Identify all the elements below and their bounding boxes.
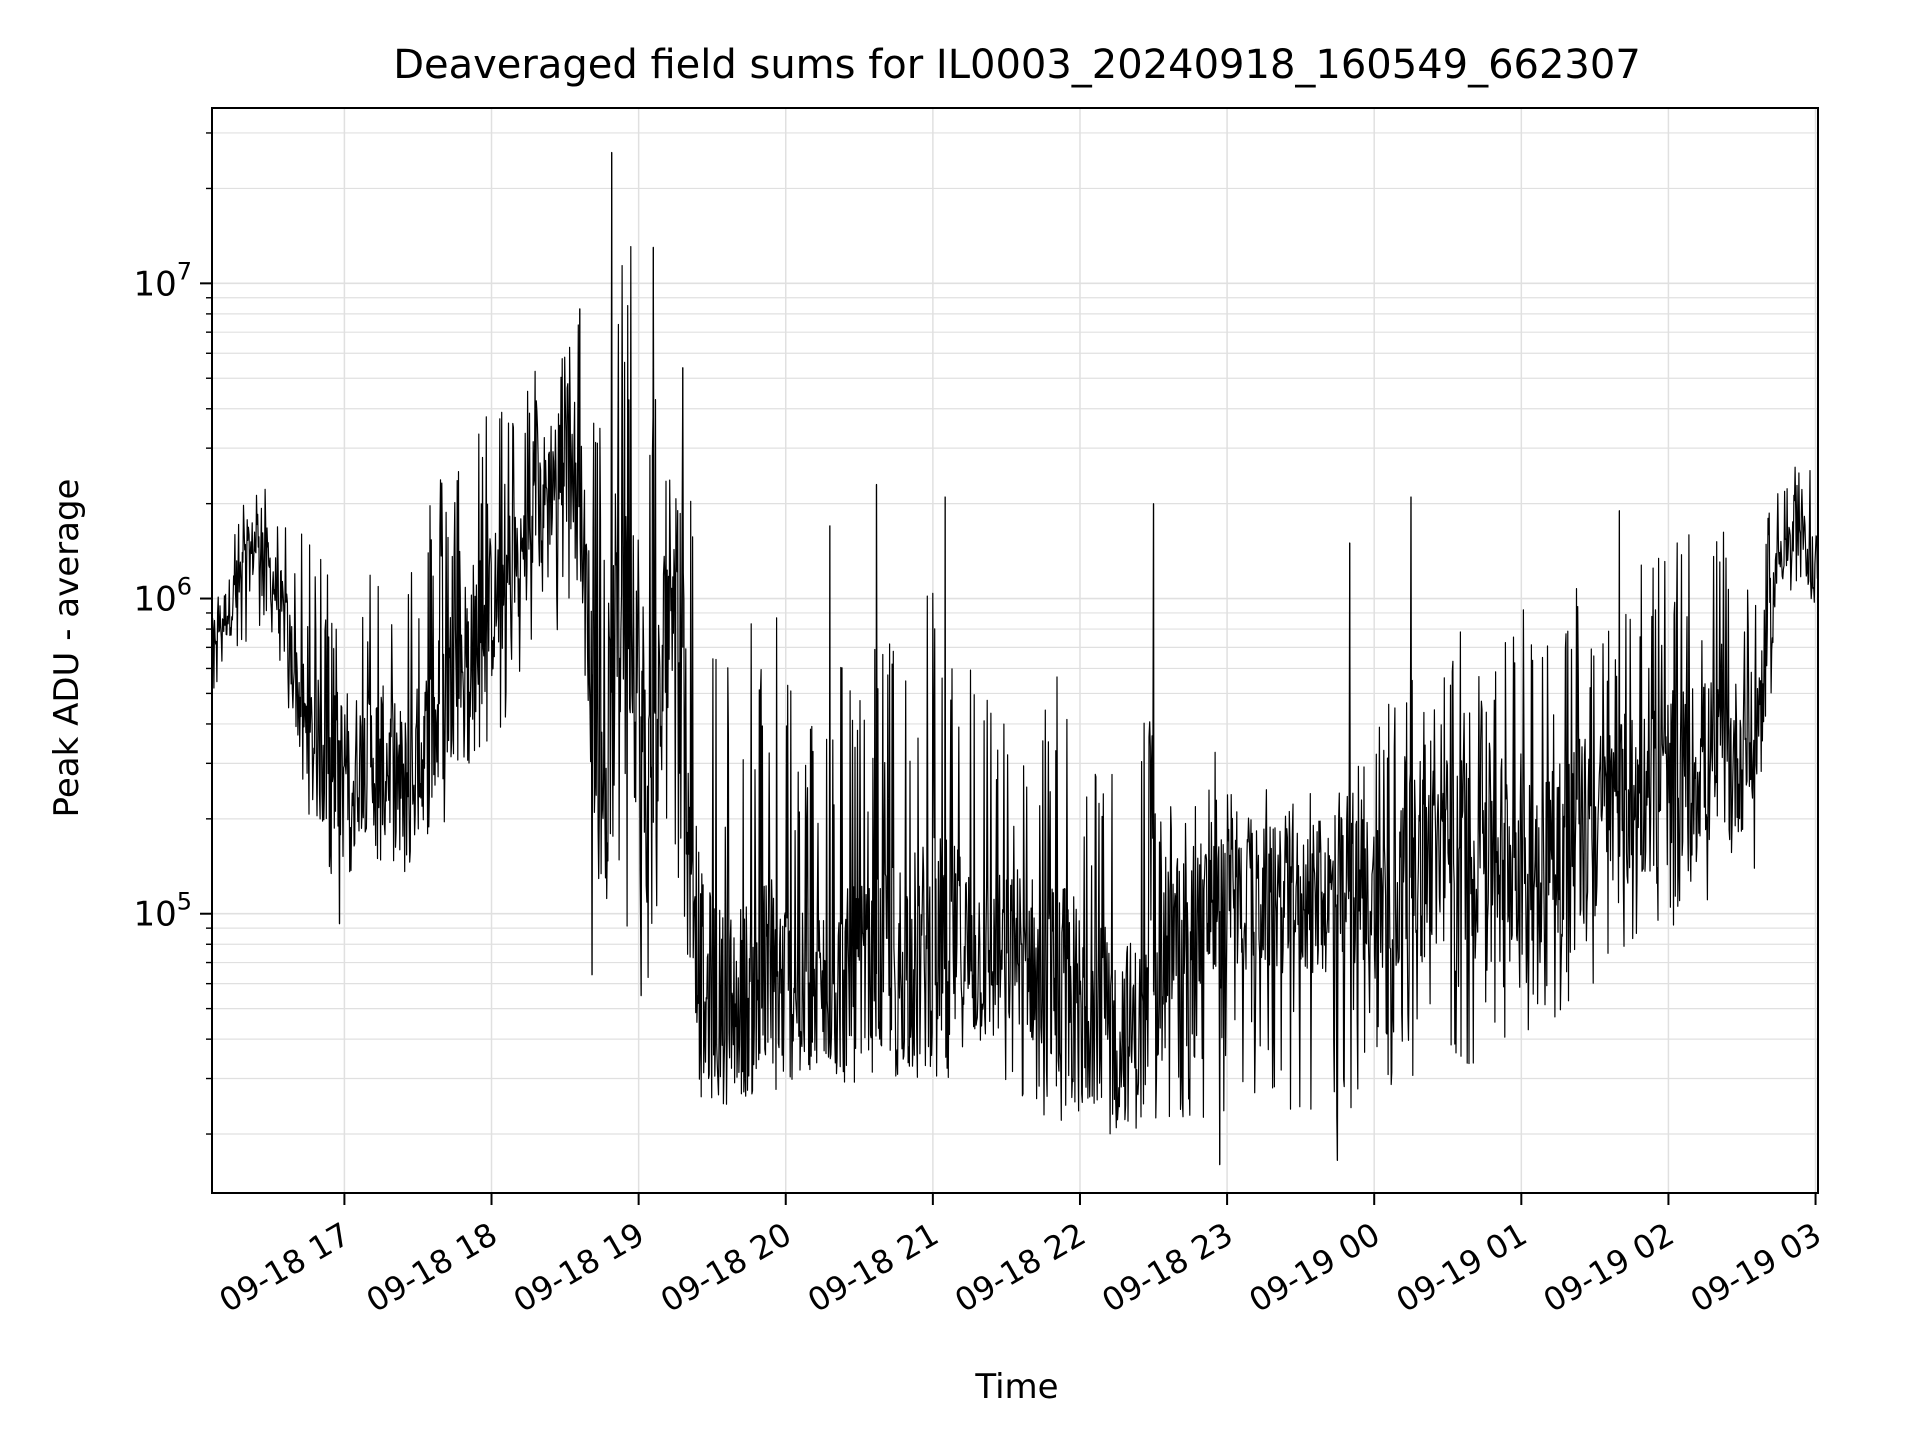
x-tick-label: 09-19 03	[1684, 1215, 1828, 1320]
x-tick-label: 09-18 23	[1095, 1215, 1239, 1320]
y-tick-label: 107	[133, 257, 192, 304]
chart-title: Deaveraged field sums for IL0003_2024091…	[393, 42, 1641, 88]
x-tick-label: 09-19 01	[1390, 1215, 1534, 1320]
y-tick-label: 106	[133, 573, 192, 620]
x-tick-label: 09-18 19	[507, 1215, 651, 1320]
x-tick-label: 09-18 21	[801, 1215, 945, 1320]
y-tick-label: 105	[133, 888, 192, 935]
x-axis-label: Time	[974, 1367, 1058, 1407]
x-tick-label: 09-19 02	[1537, 1215, 1681, 1320]
axis-ticks: 09-18 17 09-18 18 09-18 19 09-18 20 09-18 21…	[133, 132, 1828, 1320]
grid	[212, 108, 1818, 1193]
x-tick-label: 09-18 22	[948, 1215, 1092, 1320]
data-series	[211, 151, 1819, 1166]
x-tick-label: 09-19 00	[1243, 1215, 1387, 1320]
series-line	[211, 151, 1819, 1166]
x-tick-label: 09-18 20	[654, 1215, 798, 1320]
y-axis-label: Peak ADU - average	[47, 479, 87, 818]
x-tick-label: 09-18 17	[213, 1215, 357, 1320]
plot-frame	[211, 107, 1819, 1194]
x-tick-label: 09-18 18	[360, 1215, 504, 1320]
